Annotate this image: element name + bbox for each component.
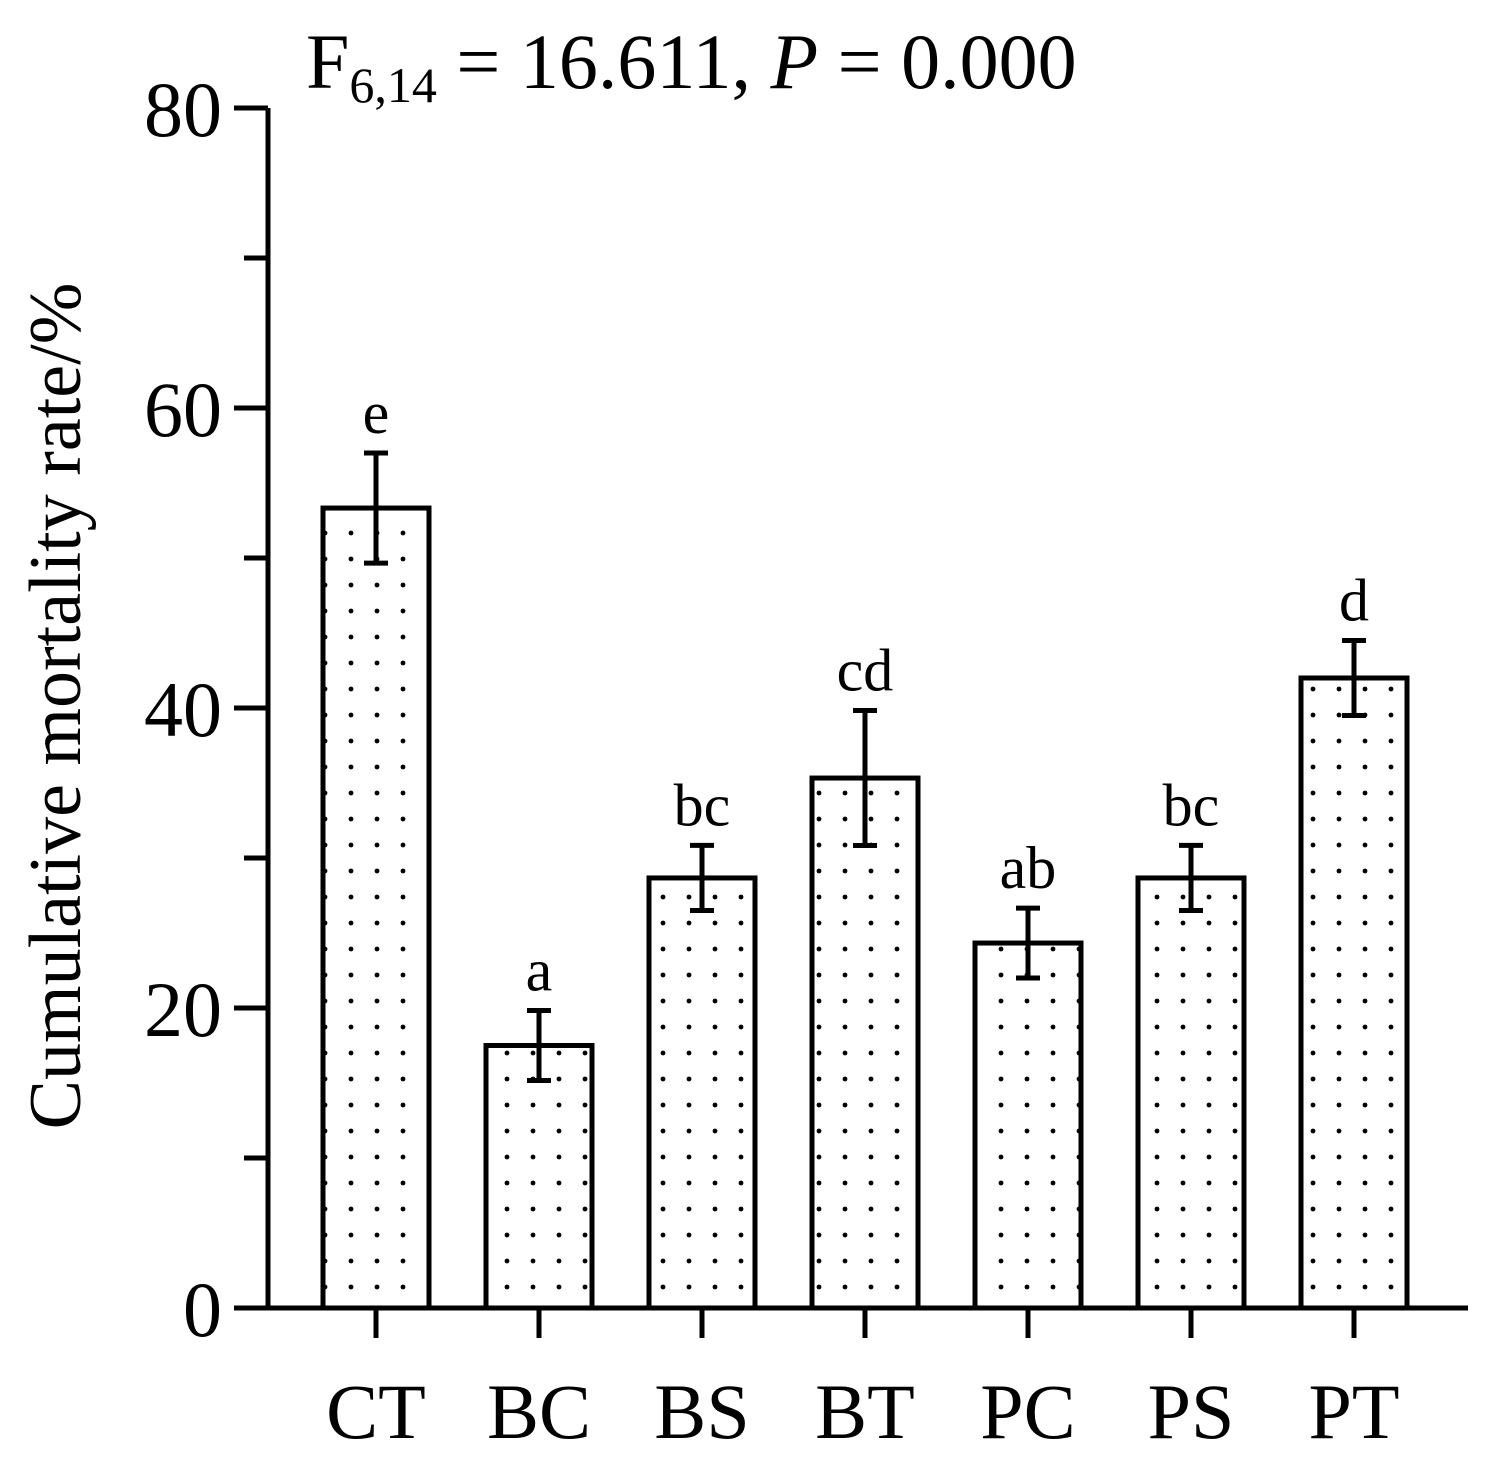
x-tick-label-bs: BS [654,1368,749,1455]
y-tick-label: 0 [183,1266,222,1353]
x-tick-label-bt: BT [815,1368,915,1455]
title-f-value: = 16.611, [437,18,771,105]
y-tick-label: 20 [144,966,222,1053]
x-tick-label-ps: PS [1148,1368,1235,1455]
plot-area: e a bc cd ab bc d 0 20 40 60 80 CT BC BS BT PC PS PT [144,66,1468,1455]
significance-label-bs: bc [674,772,731,838]
significance-label-bt: cd [837,638,894,704]
bar-bc [483,1043,595,1311]
bar-bt [809,775,921,1311]
bar-pt [1298,675,1410,1311]
bar-ps [1135,875,1247,1311]
y-axis-label: Cumulative mortality rate/% [15,283,97,1130]
x-tick-label-bc: BC [487,1368,591,1455]
bar-pc [972,940,1084,1311]
y-tick-label: 80 [144,66,222,153]
y-tick-label: 40 [144,666,222,753]
y-tick-label: 60 [144,366,222,453]
significance-label-pc: ab [1000,835,1057,901]
significance-label-bc: a [526,938,553,1004]
significance-label-ct: e [363,380,390,446]
x-tick-label-ct: CT [326,1368,426,1455]
chart-title: F6,14 = 16.611, P = 0.000 [306,18,1077,113]
title-p-label: P [770,18,819,105]
title-f-sub: 6,14 [349,57,437,113]
x-tick-label-pc: PC [980,1368,1075,1455]
significance-label-pt: d [1339,568,1369,634]
title-f-main: F [306,18,349,105]
title-p-value: = 0.000 [818,18,1077,105]
significance-label-ps: bc [1163,772,1220,838]
bar-bs [646,875,758,1311]
x-tick-label-pt: PT [1308,1368,1399,1455]
bar-ct [320,505,432,1311]
